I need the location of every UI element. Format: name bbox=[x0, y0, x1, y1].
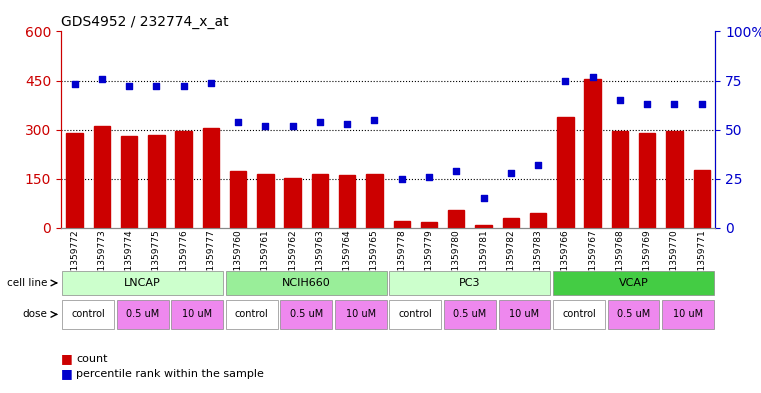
Bar bbox=[612, 131, 628, 228]
Point bbox=[614, 97, 626, 103]
Point bbox=[150, 83, 162, 90]
FancyBboxPatch shape bbox=[498, 300, 550, 329]
FancyBboxPatch shape bbox=[280, 300, 333, 329]
Text: 10 uM: 10 uM bbox=[673, 309, 703, 320]
Text: GDS4952 / 232774_x_at: GDS4952 / 232774_x_at bbox=[61, 15, 228, 29]
Point bbox=[368, 117, 380, 123]
Point bbox=[423, 174, 435, 180]
Bar bbox=[557, 117, 574, 228]
Point bbox=[260, 123, 272, 129]
Text: control: control bbox=[72, 309, 105, 320]
Bar bbox=[639, 133, 655, 228]
Point bbox=[205, 79, 217, 86]
Bar bbox=[393, 221, 410, 228]
Point bbox=[123, 83, 135, 90]
Text: 10 uM: 10 uM bbox=[509, 309, 540, 320]
FancyBboxPatch shape bbox=[607, 300, 660, 329]
Point bbox=[451, 168, 463, 174]
Text: percentile rank within the sample: percentile rank within the sample bbox=[76, 369, 264, 379]
Bar bbox=[285, 178, 301, 228]
Point bbox=[232, 119, 244, 125]
FancyBboxPatch shape bbox=[553, 270, 714, 296]
Text: control: control bbox=[399, 309, 432, 320]
Point bbox=[641, 101, 653, 107]
Bar bbox=[257, 174, 273, 228]
Bar bbox=[202, 128, 219, 228]
Text: 0.5 uM: 0.5 uM bbox=[290, 309, 323, 320]
Bar bbox=[366, 174, 383, 228]
Point bbox=[668, 101, 680, 107]
Bar bbox=[339, 175, 355, 228]
Bar bbox=[312, 174, 328, 228]
Text: 0.5 uM: 0.5 uM bbox=[617, 309, 650, 320]
Point bbox=[314, 119, 326, 125]
Point bbox=[505, 170, 517, 176]
FancyBboxPatch shape bbox=[335, 300, 387, 329]
FancyBboxPatch shape bbox=[390, 300, 441, 329]
Text: 10 uM: 10 uM bbox=[182, 309, 212, 320]
Bar bbox=[121, 136, 137, 228]
Bar bbox=[94, 127, 110, 228]
FancyBboxPatch shape bbox=[226, 300, 278, 329]
Bar bbox=[148, 134, 164, 228]
Point bbox=[396, 176, 408, 182]
Text: control: control bbox=[562, 309, 596, 320]
Text: PC3: PC3 bbox=[459, 278, 481, 288]
Bar bbox=[476, 225, 492, 228]
Point bbox=[68, 81, 81, 88]
Point bbox=[177, 83, 189, 90]
Bar bbox=[448, 210, 464, 228]
Point bbox=[96, 75, 108, 82]
Text: VCAP: VCAP bbox=[619, 278, 648, 288]
FancyBboxPatch shape bbox=[171, 300, 223, 329]
Bar bbox=[175, 131, 192, 228]
Point bbox=[532, 162, 544, 168]
Bar bbox=[584, 79, 601, 228]
Bar bbox=[502, 218, 519, 228]
Text: NCIH660: NCIH660 bbox=[282, 278, 331, 288]
FancyBboxPatch shape bbox=[62, 270, 223, 296]
Bar bbox=[666, 131, 683, 228]
Bar bbox=[530, 213, 546, 228]
Point bbox=[587, 73, 599, 80]
Point bbox=[696, 101, 708, 107]
FancyBboxPatch shape bbox=[553, 300, 605, 329]
Bar bbox=[66, 133, 83, 228]
Text: cell line: cell line bbox=[7, 278, 47, 288]
Bar bbox=[693, 170, 710, 228]
Text: control: control bbox=[235, 309, 269, 320]
FancyBboxPatch shape bbox=[444, 300, 496, 329]
FancyBboxPatch shape bbox=[662, 300, 714, 329]
Text: 0.5 uM: 0.5 uM bbox=[126, 309, 159, 320]
Text: ■: ■ bbox=[61, 367, 72, 380]
Bar bbox=[421, 222, 437, 228]
Point bbox=[559, 77, 572, 84]
FancyBboxPatch shape bbox=[62, 300, 114, 329]
Point bbox=[341, 121, 353, 127]
FancyBboxPatch shape bbox=[116, 300, 169, 329]
Text: dose: dose bbox=[22, 309, 47, 320]
FancyBboxPatch shape bbox=[226, 270, 387, 296]
Text: 0.5 uM: 0.5 uM bbox=[454, 309, 486, 320]
Point bbox=[287, 123, 299, 129]
Bar bbox=[230, 171, 247, 228]
Text: ■: ■ bbox=[61, 352, 72, 365]
Text: 10 uM: 10 uM bbox=[345, 309, 376, 320]
Text: LNCAP: LNCAP bbox=[124, 278, 161, 288]
FancyBboxPatch shape bbox=[390, 270, 550, 296]
Point bbox=[477, 195, 489, 202]
Text: count: count bbox=[76, 354, 107, 364]
